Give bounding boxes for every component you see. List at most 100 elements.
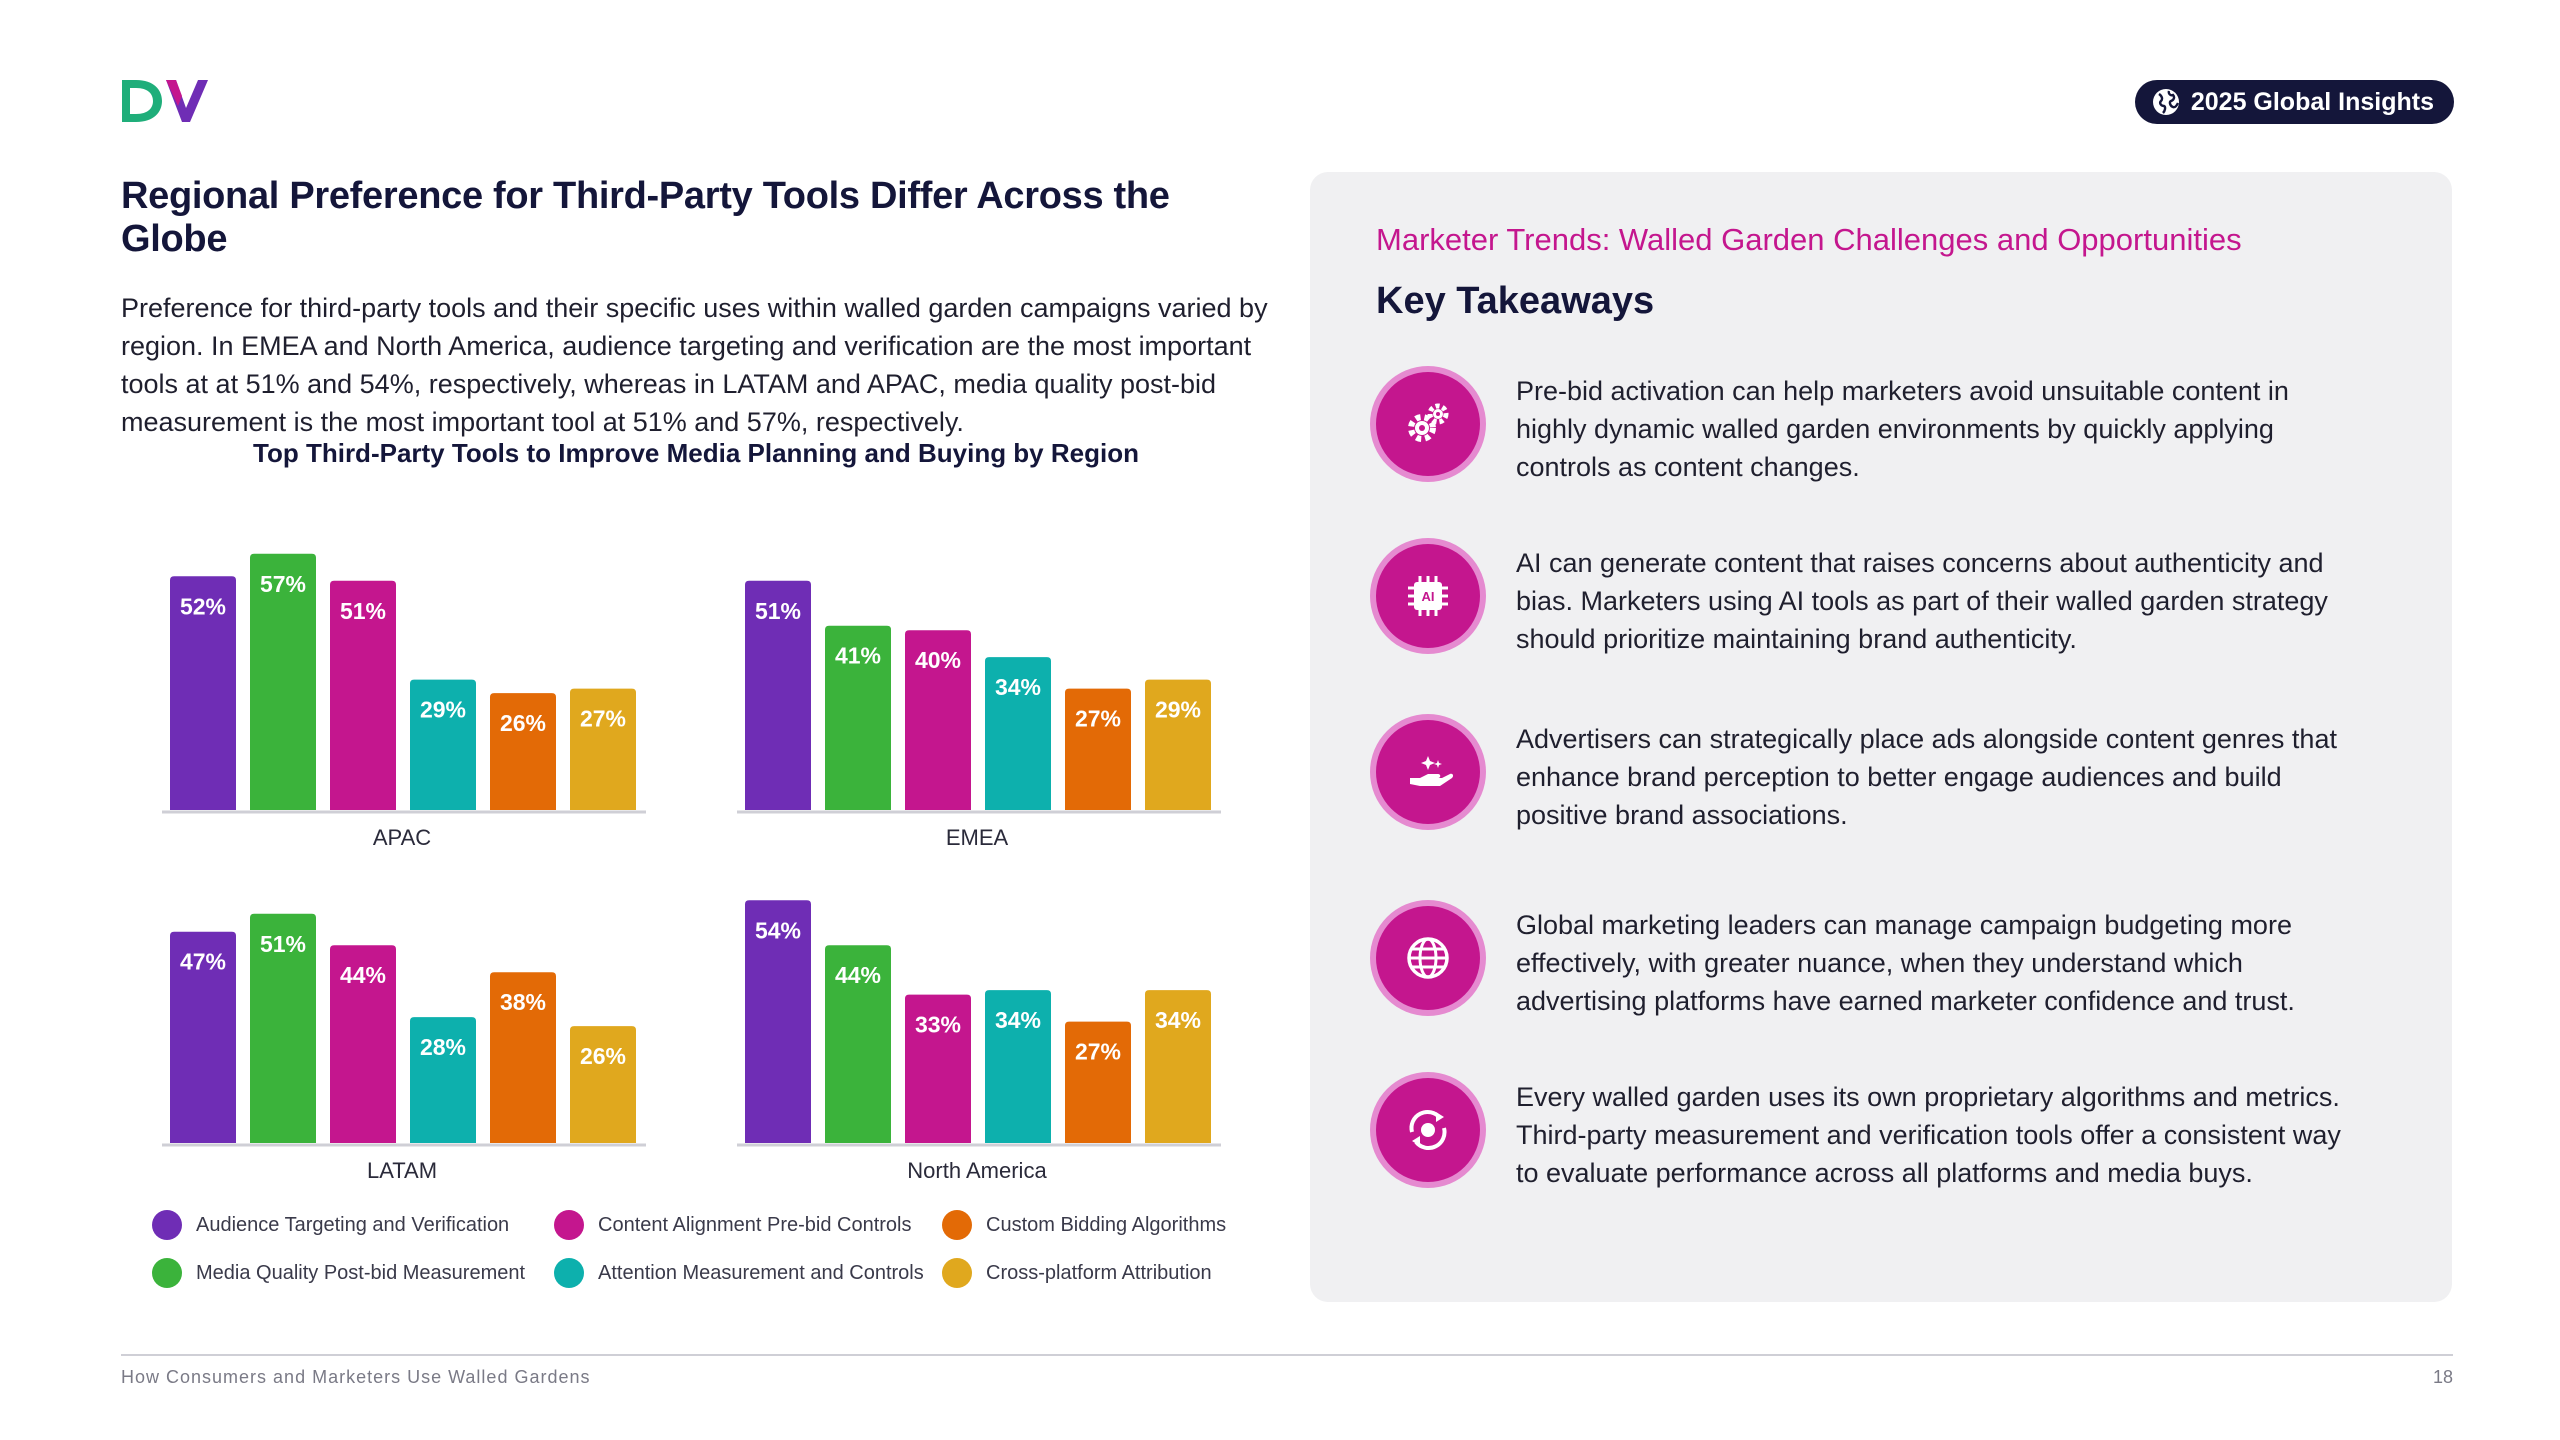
data-label: 27% (580, 706, 626, 732)
legend-item: Audience Targeting and Verification (152, 1210, 509, 1240)
data-label: 52% (180, 593, 226, 619)
global-insights-badge: 2025 Global Insights (2134, 80, 2454, 124)
bar (1145, 990, 1211, 1143)
bar (570, 688, 636, 810)
data-label: 27% (1075, 1039, 1121, 1065)
dv-logo (122, 80, 208, 122)
gears-icon (1376, 372, 1480, 476)
bar-chart: 52% 57% 51% 29% 26% 27% APAC 51% 41% 40% 34% 27% 29%… (162, 553, 1221, 1183)
data-label: 26% (580, 1043, 626, 1069)
data-label: 51% (260, 931, 306, 957)
takeaway-text: Every walled garden uses its own proprie… (1516, 1082, 2341, 1188)
legend-swatch (942, 1258, 972, 1288)
data-label: 47% (180, 949, 226, 975)
badge-label: 2025 Global Insights (2190, 87, 2434, 116)
bar (170, 931, 236, 1143)
data-label: 34% (1155, 1007, 1201, 1033)
bar (745, 900, 811, 1143)
takeaway-text: Advertisers can strategically place ads … (1516, 724, 2337, 830)
bar (825, 945, 891, 1143)
panel-heading: Key Takeaways (1376, 280, 1655, 322)
footer-divider (121, 1354, 2453, 1356)
data-label: 40% (915, 647, 961, 673)
legend-swatch (152, 1210, 182, 1240)
bar (570, 1026, 636, 1143)
globe-icon (1376, 906, 1480, 1010)
data-label: 44% (340, 962, 386, 988)
legend-label: Cross-platform Attribution (986, 1261, 1212, 1284)
legend-label: Content Alignment Pre-bid Controls (598, 1213, 912, 1236)
bar (410, 1017, 476, 1143)
page-title: Regional Preference for Third-Party Tool… (121, 175, 1170, 260)
bar (905, 994, 971, 1143)
page-number: 18 (2432, 1367, 2453, 1387)
takeaway-text: Pre-bid activation can help marketers av… (1516, 376, 2289, 482)
legend-swatch (554, 1258, 584, 1288)
footer-doc-title: How Consumers and Marketers Use Walled G… (121, 1367, 591, 1387)
data-label: 38% (500, 989, 546, 1015)
data-label: 44% (835, 962, 881, 988)
chart-panel-apac: 52% 57% 51% 29% 26% 27% APAC (162, 553, 646, 850)
bar (905, 630, 971, 810)
legend-label: Media Quality Post-bid Measurement (196, 1261, 526, 1284)
intro-paragraph: Preference for third-party tools and the… (121, 293, 1268, 437)
chart-title: Top Third-Party Tools to Improve Media P… (253, 438, 1139, 468)
legend-item: Content Alignment Pre-bid Controls (554, 1210, 912, 1240)
bar (985, 990, 1051, 1143)
data-label: 28% (420, 1034, 466, 1060)
region-label: LATAM (367, 1158, 437, 1183)
chart-panel-north-america: 54% 44% 33% 34% 27% 34% North America (737, 900, 1221, 1183)
chart-panel-latam: 47% 51% 44% 28% 38% 26% LATAM (162, 913, 646, 1183)
legend-swatch (942, 1210, 972, 1240)
data-label: 29% (1155, 697, 1201, 723)
data-label: 51% (755, 598, 801, 624)
chart-panel-emea: 51% 41% 40% 34% 27% 29% EMEA (737, 580, 1221, 850)
bar (490, 693, 556, 810)
takeaway-text: AI can generate content that raises conc… (1516, 548, 2328, 654)
legend-item: Custom Bidding Algorithms (942, 1210, 1226, 1240)
data-label: 29% (420, 697, 466, 723)
cycle-icon (1376, 1078, 1480, 1182)
legend-swatch (152, 1258, 182, 1288)
data-label: 26% (500, 710, 546, 736)
bar (825, 625, 891, 810)
bar (490, 972, 556, 1143)
region-label: North America (907, 1158, 1047, 1183)
ai-chip-icon: AI (1376, 544, 1480, 648)
bar (330, 945, 396, 1143)
legend-item: Attention Measurement and Controls (554, 1258, 924, 1288)
bar (410, 679, 476, 810)
legend-label: Custom Bidding Algorithms (986, 1213, 1227, 1236)
bar (1145, 679, 1211, 810)
svg-text:AI: AI (1422, 589, 1435, 604)
bar (745, 580, 811, 810)
left-column: Regional Preference for Third-Party Tool… (121, 175, 1271, 441)
data-label: 34% (995, 1007, 1041, 1033)
legend-label: Audience Targeting and Verification (196, 1213, 510, 1236)
bar (250, 913, 316, 1143)
data-label: 33% (915, 1012, 961, 1038)
data-label: 34% (995, 674, 1041, 700)
region-label: APAC (373, 825, 431, 850)
panel-kicker: Marketer Trends: Walled Garden Challenge… (1376, 222, 2242, 257)
hand-sparkle-icon (1376, 720, 1480, 824)
region-label: EMEA (946, 825, 1009, 850)
bar (1065, 688, 1131, 810)
takeaway-text: Global marketing leaders can manage camp… (1516, 910, 2295, 1016)
bar (250, 553, 316, 810)
bar (170, 576, 236, 810)
bar (985, 657, 1051, 810)
data-label: 51% (340, 598, 386, 624)
bar (330, 580, 396, 810)
data-label: 57% (260, 571, 306, 597)
legend-swatch (554, 1210, 584, 1240)
data-label: 27% (1075, 706, 1121, 732)
key-takeaways-panel: Marketer Trends: Walled Garden Challenge… (1310, 172, 2452, 1302)
globe-icon (2152, 89, 2179, 115)
data-label: 41% (835, 643, 881, 669)
legend-item: Cross-platform Attribution (942, 1258, 1212, 1288)
legend-label: Attention Measurement and Controls (598, 1261, 924, 1284)
bar (1065, 1021, 1131, 1143)
data-label: 54% (755, 917, 801, 943)
legend-item: Media Quality Post-bid Measurement (152, 1258, 525, 1288)
